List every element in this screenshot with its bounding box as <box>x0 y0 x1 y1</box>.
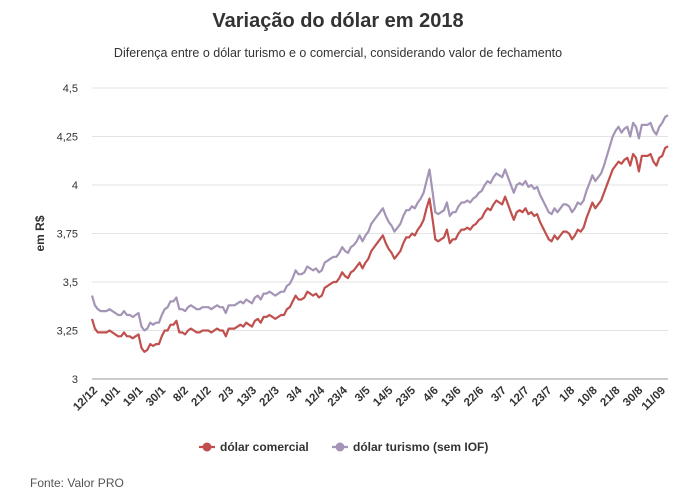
legend-marker <box>202 442 212 452</box>
x-tick-label: 21/2 <box>189 385 213 409</box>
x-tick-label: 1/8 <box>557 384 577 404</box>
x-tick-label: 30/1 <box>144 384 169 409</box>
x-tick-label: 19/1 <box>121 384 146 409</box>
legend-label: dólar comercial <box>220 440 309 454</box>
x-tick-label: 10/1 <box>99 384 124 409</box>
x-tick-label: 2/3 <box>217 385 237 405</box>
y-tick-label: 3,25 <box>57 326 78 338</box>
x-tick-label: 12/7 <box>507 385 531 409</box>
x-tick-label: 13/3 <box>235 385 259 409</box>
x-tick-label: 12/12 <box>71 385 100 414</box>
x-tick-label: 8/2 <box>171 385 191 405</box>
y-tick-label: 4,5 <box>63 83 78 95</box>
x-tick-label: 23/5 <box>394 384 419 409</box>
legend-label: dólar turismo (sem IOF) <box>353 440 488 454</box>
x-tick-label: 3/5 <box>353 384 373 404</box>
x-tick-label: 21/8 <box>598 384 623 409</box>
series-group <box>90 114 669 353</box>
y-tick-label: 3,75 <box>57 229 78 241</box>
x-tick-label: 22/6 <box>462 385 486 409</box>
x-tick-label: 3/4 <box>285 384 305 404</box>
y-axis-label: em R$ <box>33 215 47 251</box>
y-tick-label: 4,25 <box>57 132 78 144</box>
x-tick-label: 4/6 <box>421 385 441 405</box>
y-tick-labels: 3 3,25 3,5 3,75 4 4,25 4,5 <box>57 83 78 386</box>
x-tick-label: 3/7 <box>489 385 509 405</box>
series-line <box>90 114 669 332</box>
x-tick-label: 12/4 <box>303 384 328 409</box>
series-line <box>90 145 669 353</box>
legend: dólar comercial dólar turismo (sem IOF) <box>199 440 488 454</box>
y-tick-label: 4 <box>72 180 78 192</box>
source-note: Fonte: Valor PRO <box>30 476 124 490</box>
x-tick-label: 23/7 <box>530 385 554 409</box>
chart-subtitle: Diferença entre o dólar turismo e o come… <box>113 46 563 60</box>
chart-title: Variação do dólar em 2018 <box>212 10 464 32</box>
x-tick-label: 22/3 <box>258 385 282 409</box>
x-tick-label: 13/6 <box>439 385 463 409</box>
y-tick-label: 3 <box>72 374 78 386</box>
grid-lines <box>92 87 668 380</box>
x-tick-label: 23/4 <box>326 384 351 409</box>
x-tick-label: 10/8 <box>576 384 601 409</box>
x-tick-label: 14/5 <box>371 384 396 409</box>
legend-marker <box>335 442 345 452</box>
x-tick-label: 11/09 <box>640 385 668 413</box>
y-tick-label: 3,5 <box>63 277 78 289</box>
